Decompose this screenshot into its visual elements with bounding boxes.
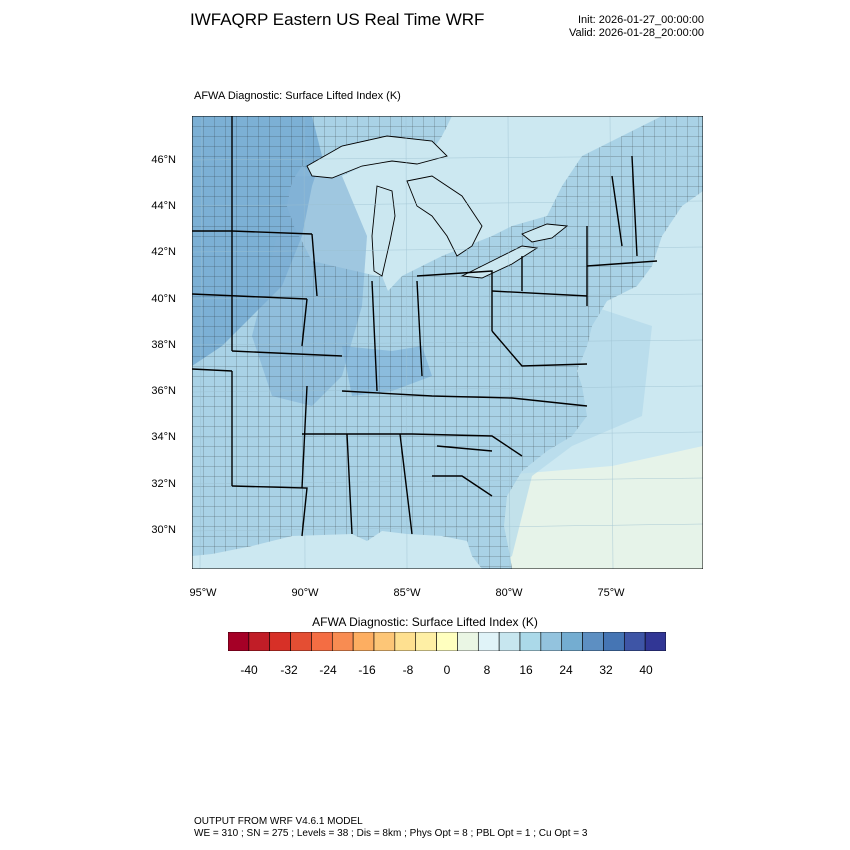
colorbar-swatch	[269, 632, 291, 651]
colorbar-swatch	[373, 632, 396, 651]
colorbar-swatch	[290, 632, 312, 651]
lon-label-95w: 95°W	[189, 587, 217, 599]
lake-michigan	[371, 185, 396, 277]
panel-title: AFWA Diagnostic: Surface Lifted Index (K…	[194, 90, 401, 102]
lon-label-80w: 80°W	[495, 587, 523, 599]
lat-label-34n: 34°N	[151, 431, 176, 443]
lon-label-85w: 85°W	[393, 587, 421, 599]
main-title: IWFAQRP Eastern US Real Time WRF	[190, 10, 485, 29]
cb-tick-neg8: -8	[402, 663, 414, 677]
lat-label-40n: 40°N	[151, 293, 176, 305]
lat-label-36n: 36°N	[151, 385, 176, 397]
cb-tick-40: 40	[639, 663, 653, 677]
colorbar-swatch	[540, 632, 563, 651]
colorbar-swatch	[457, 632, 479, 651]
lake-superior	[306, 135, 448, 179]
lake-huron	[406, 175, 483, 257]
lake-ontario	[521, 223, 569, 243]
init-time: Init: 2026-01-27_00:00:00	[578, 14, 704, 26]
cb-tick-neg40: -40	[240, 663, 258, 677]
colorbar-swatch	[623, 632, 646, 651]
colorbar-swatch	[352, 632, 375, 651]
cb-tick-8: 8	[483, 663, 491, 677]
cb-tick-16: 16	[519, 663, 533, 677]
colorbar-swatch	[311, 632, 333, 651]
cb-tick-32: 32	[599, 663, 613, 677]
colorbar-swatch	[331, 632, 354, 651]
lon-label-75w: 75°W	[597, 587, 625, 599]
colorbar-swatch	[644, 632, 666, 651]
colorbar-swatch	[477, 632, 500, 651]
colorbar-title: AFWA Diagnostic: Surface Lifted Index (K…	[312, 615, 538, 629]
lat-label-42n: 42°N	[151, 246, 176, 258]
colorbar	[228, 632, 666, 651]
lat-label-32n: 32°N	[151, 478, 176, 490]
colorbar-swatch	[248, 632, 271, 651]
lat-label-38n: 38°N	[151, 339, 176, 351]
colorbar-swatch	[415, 632, 437, 651]
colorbar-swatch	[436, 632, 458, 651]
lat-label-30n: 30°N	[151, 524, 176, 536]
cb-tick-neg24: -24	[319, 663, 337, 677]
valid-time: Valid: 2026-01-28_20:00:00	[569, 27, 704, 39]
colorbar-swatch	[582, 632, 604, 651]
lake-erie	[460, 245, 539, 279]
colorbar-swatch	[519, 632, 542, 651]
footer-line-2: WE = 310 ; SN = 275 ; Levels = 38 ; Dis …	[194, 828, 588, 839]
colorbar-swatch	[498, 632, 521, 651]
cb-tick-24: 24	[559, 663, 573, 677]
lon-label-90w: 90°W	[291, 587, 319, 599]
colorbar-swatch	[561, 632, 583, 651]
map-panel	[192, 116, 703, 569]
model-footer: OUTPUT FROM WRF V4.6.1 MODEL WE = 310 ; …	[194, 816, 587, 840]
lat-label-44n: 44°N	[151, 200, 176, 212]
footer-line-1: OUTPUT FROM WRF V4.6.1 MODEL	[194, 816, 363, 827]
lat-label-46n: 46°N	[151, 154, 176, 166]
run-info: Init: 2026-01-27_00:00:00 Valid: 2026-01…	[569, 14, 704, 40]
warm-ocean-region	[492, 446, 703, 569]
colorbar-swatch	[228, 632, 250, 651]
cb-tick-neg32: -32	[280, 663, 298, 677]
colorbar-swatch	[603, 632, 625, 651]
cb-tick-0: 0	[443, 663, 451, 677]
colorbar-swatch	[394, 632, 417, 651]
state-borders	[192, 116, 658, 537]
cb-tick-neg16: -16	[358, 663, 376, 677]
